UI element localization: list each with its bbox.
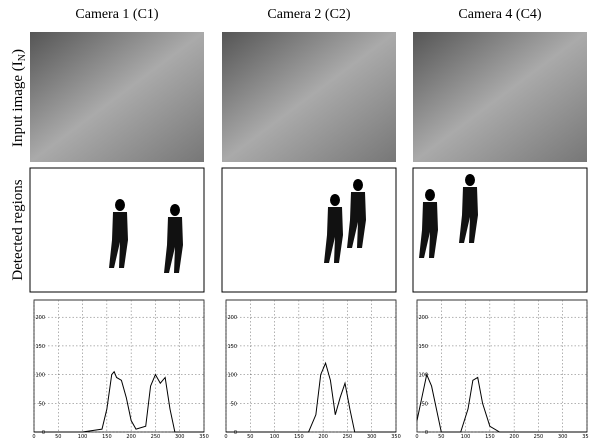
row-label: Detected regions: [10, 179, 26, 280]
detected-panel: [413, 168, 587, 292]
x-tick-label: 250: [534, 434, 544, 440]
x-tick-label: 200: [126, 434, 136, 440]
plot-frame: [34, 300, 204, 432]
y-tick-label: 100: [35, 373, 45, 379]
y-tick-label: 150: [418, 344, 428, 350]
x-tick-label: 350: [582, 434, 589, 440]
y-tick-label: 150: [227, 344, 237, 350]
x-tick-label: 250: [151, 434, 161, 440]
x-tick-label: 300: [367, 434, 377, 440]
person-blob: [170, 204, 180, 216]
y-tick-label: 150: [35, 344, 45, 350]
x-tick-label: 0: [415, 434, 418, 440]
input-image: [222, 32, 396, 162]
x-tick-label: 100: [78, 434, 88, 440]
x-tick-label: 0: [32, 434, 35, 440]
x-tick-label: 100: [270, 434, 280, 440]
x-tick-label: 150: [485, 434, 495, 440]
x-tick-label: 350: [391, 434, 401, 440]
person-blob: [353, 179, 363, 191]
person-blob: [465, 174, 475, 186]
x-tick-label: 50: [438, 434, 444, 440]
person-blob: [115, 199, 125, 211]
input-image: [413, 32, 587, 162]
y-tick-label: 200: [35, 315, 45, 321]
profile-line: [226, 363, 396, 432]
x-tick-label: 250: [343, 434, 353, 440]
x-tick-label: 100: [461, 434, 471, 440]
person-blob: [425, 189, 435, 201]
y-tick-label: 50: [422, 401, 428, 407]
column-header: Camera 4 (C4): [458, 7, 542, 22]
plot-frame: [226, 300, 396, 432]
column-header: Camera 1 (C1): [75, 7, 159, 22]
y-tick-label: 200: [418, 315, 428, 321]
person-blob: [330, 194, 340, 206]
x-tick-label: 0: [224, 434, 227, 440]
x-tick-label: 300: [175, 434, 185, 440]
x-tick-label: 50: [247, 434, 253, 440]
y-tick-label: 50: [39, 401, 45, 407]
y-tick-label: 100: [227, 373, 237, 379]
plot-frame: [417, 300, 587, 432]
column-header: Camera 2 (C2): [267, 7, 351, 22]
x-tick-label: 150: [294, 434, 304, 440]
x-tick-label: 200: [509, 434, 519, 440]
y-tick-label: 0: [234, 430, 237, 436]
y-tick-label: 0: [42, 430, 45, 436]
x-tick-label: 50: [55, 434, 61, 440]
figure: Input image (IN) Detected regions Camera…: [0, 0, 589, 441]
profile-line: [34, 372, 204, 432]
y-tick-label: 0: [425, 430, 428, 436]
input-image: [30, 32, 204, 162]
y-tick-label: 50: [231, 401, 237, 407]
x-tick-label: 350: [199, 434, 209, 440]
x-tick-label: 300: [558, 434, 568, 440]
row-label: Input image (IN): [10, 49, 28, 147]
x-tick-label: 200: [318, 434, 328, 440]
x-tick-label: 150: [102, 434, 112, 440]
detected-panel: [222, 168, 396, 292]
y-tick-label: 200: [227, 315, 237, 321]
